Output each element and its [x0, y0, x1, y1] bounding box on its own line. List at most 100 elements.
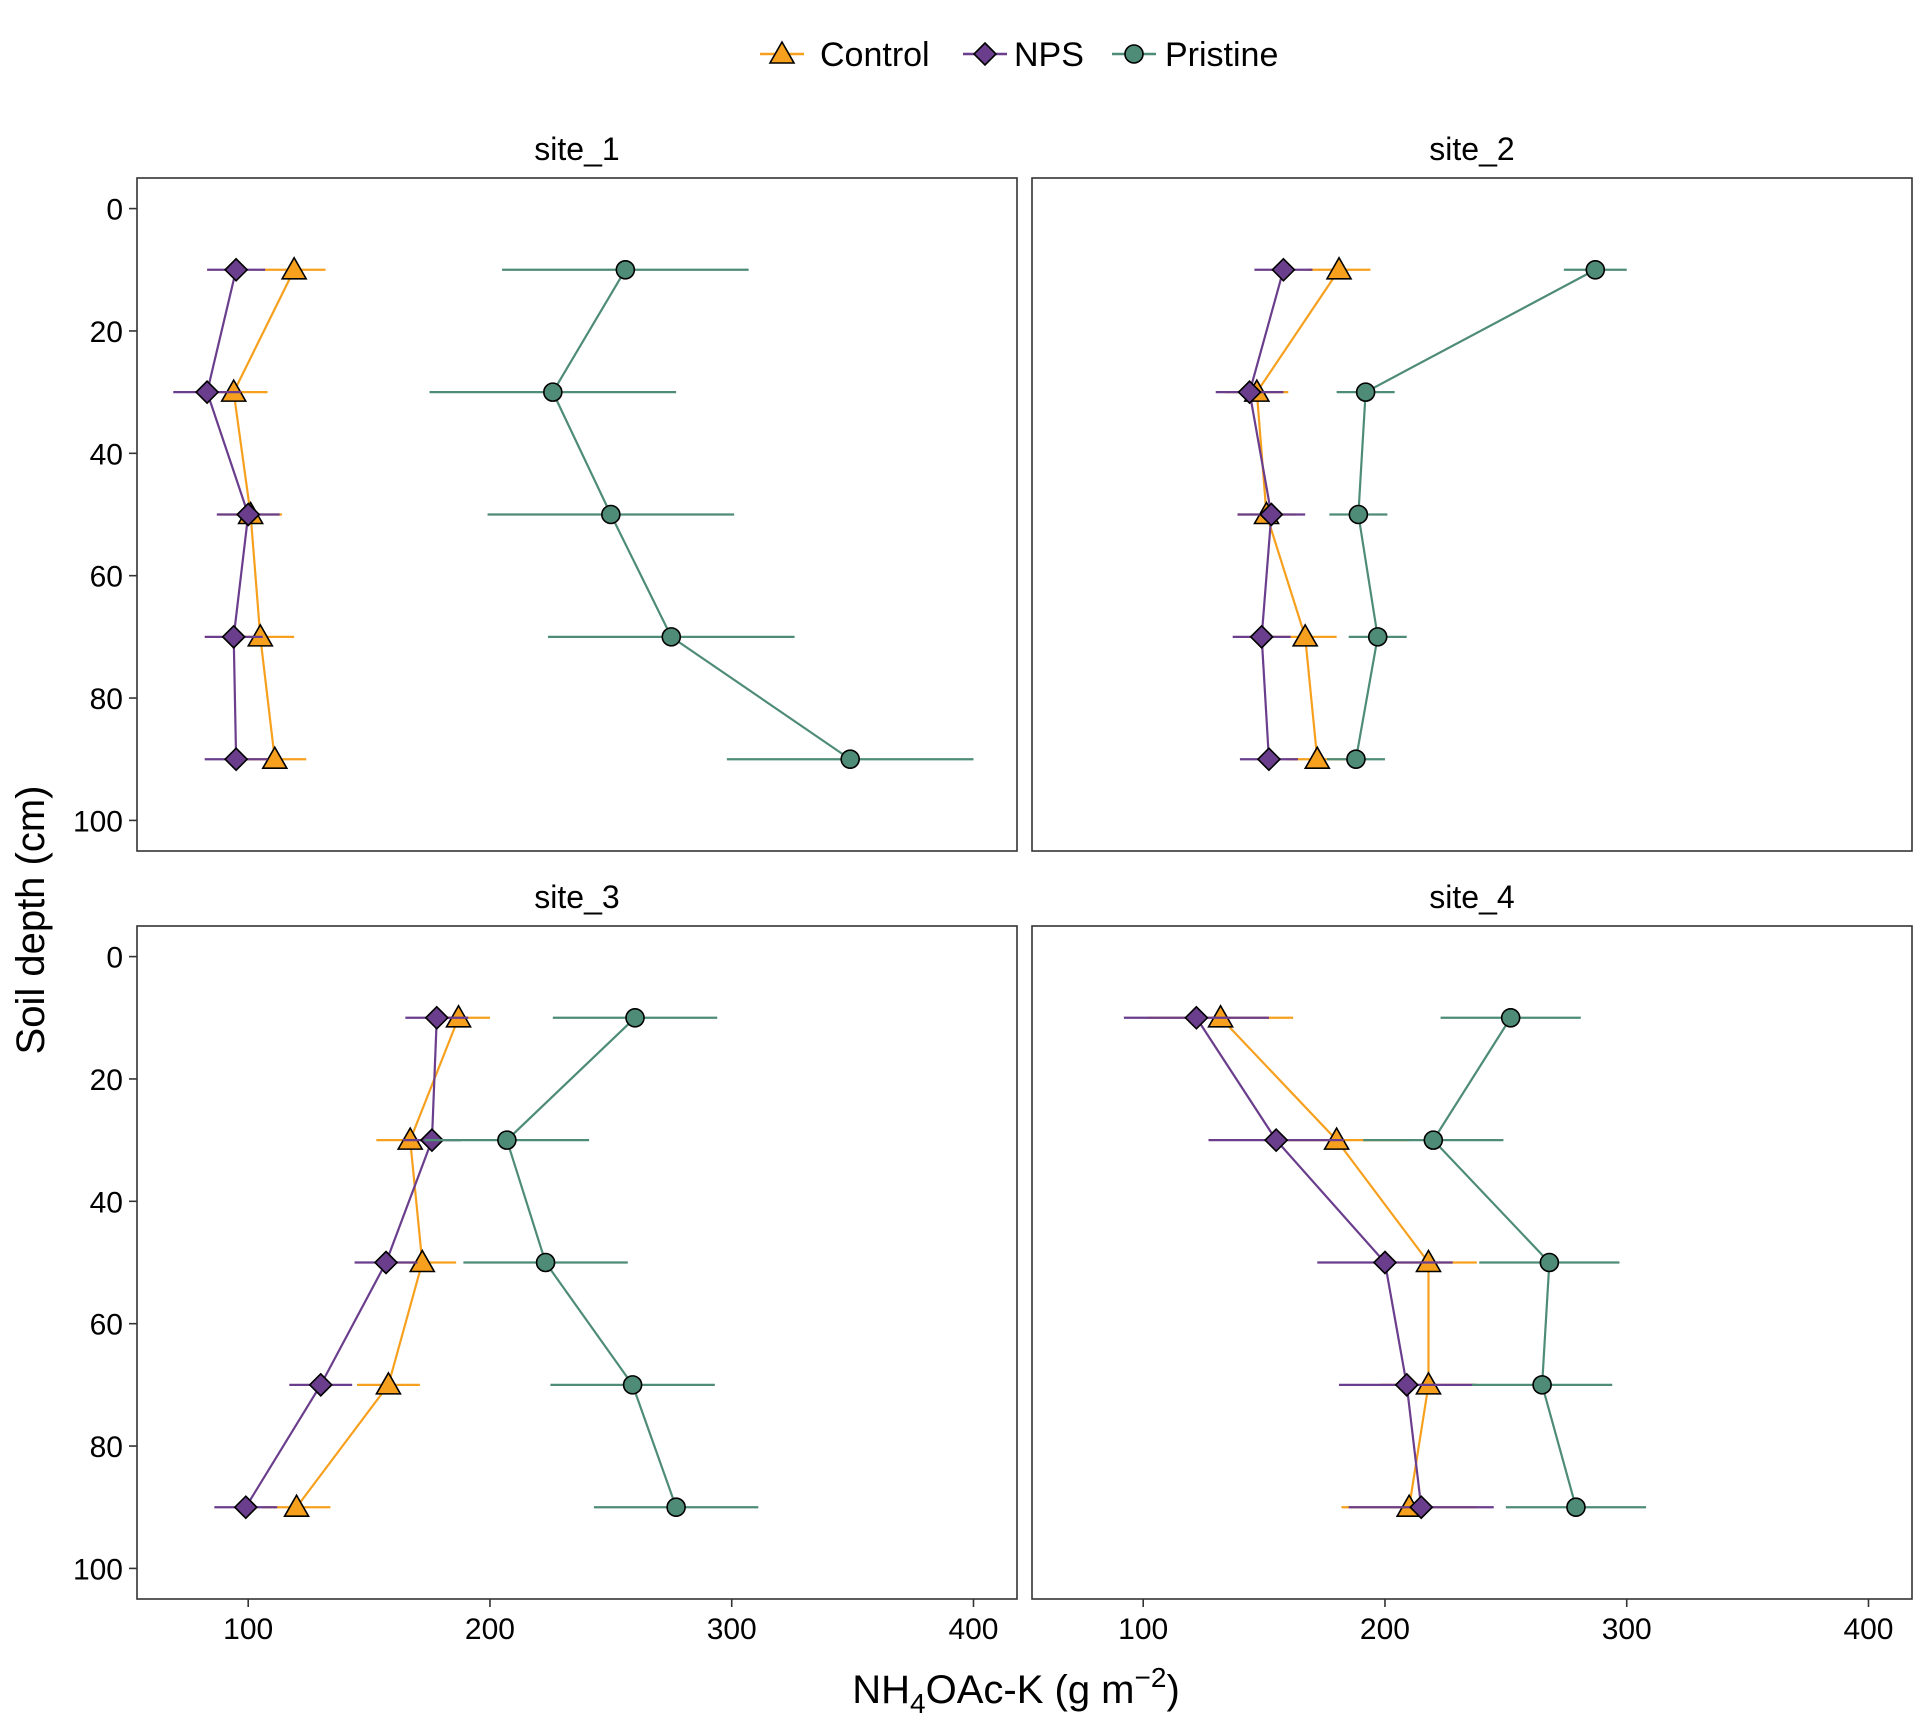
- y-tick-label-site-1-80: 80: [90, 683, 123, 716]
- y-tick-label-site-1-0: 0: [106, 194, 123, 227]
- point-site-2-control-90: [1303, 745, 1331, 770]
- point-site-2-pristine-10: [1585, 259, 1606, 280]
- point-site-1-nps-90: [223, 747, 249, 772]
- point-site-3-control-50: [408, 1248, 436, 1273]
- point-site-4-nps-50: [1372, 1250, 1398, 1275]
- point-site-1-pristine-70: [661, 627, 682, 647]
- point-site-2-pristine-90: [1346, 749, 1366, 770]
- legend-item-control: Control: [760, 36, 930, 74]
- point-site-4-nps-90: [1409, 1495, 1434, 1520]
- point-site-1-nps-10: [223, 257, 249, 282]
- point-site-3-control-70: [375, 1371, 402, 1395]
- panel-title-site-2: site_2: [1429, 131, 1514, 167]
- series-site-1-nps: [173, 257, 280, 772]
- point-site-1-nps-30: [194, 380, 220, 405]
- x-tick-label-site-3-100: 100: [223, 1613, 273, 1646]
- y-tick-label-site-3-100: 100: [73, 1553, 123, 1586]
- point-site-1-control-10: [280, 256, 308, 280]
- point-site-1-nps-50: [236, 502, 261, 527]
- point-site-2-nps-70: [1249, 624, 1274, 649]
- point-site-1-pristine-90: [840, 749, 860, 770]
- point-site-4-pristine-30: [1423, 1130, 1444, 1150]
- point-site-2-control-10: [1325, 256, 1353, 280]
- legend-marker-nps: [972, 41, 998, 67]
- point-site-4-nps-70: [1394, 1372, 1419, 1397]
- panel-site-1: site_1 0 20 40 60 80 100: [73, 131, 1018, 852]
- panel-site-2: site_2: [1031, 131, 1913, 852]
- point-site-1-pristine-10: [615, 259, 636, 280]
- x-axis-title: NH4OAc-K (g m−2): [852, 1662, 1180, 1719]
- panel-title-site-3: site_3: [534, 879, 619, 915]
- series-site-4-nps: [1123, 1005, 1494, 1520]
- x-tick-label-site-3-400: 400: [948, 1613, 998, 1646]
- panel-site-3: site_3 0 20 40 60 80 100 100 200 300 400: [73, 879, 1018, 1646]
- legend-label-control: Control: [820, 36, 930, 74]
- point-site-4-pristine-10: [1500, 1007, 1521, 1028]
- point-site-3-nps-50: [373, 1250, 399, 1275]
- legend-label-pristine: Pristine: [1165, 36, 1278, 74]
- x-tick-label-site-3-200: 200: [465, 1613, 515, 1646]
- panel-site-4: site_4 100 200 300 400: [1031, 879, 1913, 1646]
- y-tick-label-site-1-20: 20: [90, 316, 123, 349]
- y-tick-label-site-3-20: 20: [90, 1064, 123, 1097]
- panel-title-site-1: site_1: [534, 131, 619, 167]
- series-site-1-control: [199, 256, 326, 770]
- point-site-3-pristine-30: [497, 1130, 517, 1150]
- series-site-4-control: [1148, 1004, 1477, 1518]
- point-site-3-control-30: [396, 1126, 424, 1150]
- point-site-3-pristine-70: [622, 1375, 643, 1395]
- point-site-4-nps-30: [1264, 1128, 1289, 1153]
- legend-item-nps: NPS: [963, 36, 1084, 74]
- point-site-2-pristine-30: [1355, 382, 1376, 402]
- y-tick-label-site-1-60: 60: [90, 561, 123, 594]
- point-site-4-pristine-70: [1532, 1375, 1552, 1395]
- point-site-2-pristine-50: [1348, 504, 1369, 525]
- panel-frame-site-4: [1031, 925, 1913, 1600]
- point-site-1-nps-70: [221, 624, 246, 649]
- point-site-2-nps-30: [1237, 380, 1262, 405]
- point-site-3-pristine-90: [666, 1497, 686, 1518]
- y-tick-label-site-3-80: 80: [90, 1431, 123, 1464]
- y-tick-label-site-1-100: 100: [73, 805, 123, 838]
- x-tick-label-site-4-300: 300: [1602, 1613, 1652, 1646]
- point-site-4-nps-10: [1184, 1005, 1209, 1030]
- legend-marker-control: [768, 40, 796, 64]
- point-site-4-control-50: [1415, 1248, 1442, 1273]
- y-tick-label-site-3-0: 0: [106, 942, 123, 975]
- panel-frame-site-2: [1031, 177, 1913, 852]
- series-site-2-nps: [1215, 257, 1313, 772]
- panels: site_1 0 20 40 60 80 100 site_2 site_3 0 20 40 60 80 1…: [73, 131, 1913, 1646]
- y-axis-title: Soil depth (cm): [9, 786, 53, 1055]
- point-site-3-control-10: [445, 1004, 472, 1028]
- point-site-1-pristine-50: [601, 504, 621, 525]
- x-tick-label-site-3-300: 300: [707, 1613, 757, 1646]
- point-site-2-pristine-70: [1367, 627, 1388, 647]
- legend-marker-pristine: [1124, 44, 1144, 64]
- legend: Control NPS Pristine: [760, 36, 1278, 74]
- point-site-4-control-70: [1415, 1371, 1442, 1395]
- point-site-3-nps-10: [424, 1005, 449, 1030]
- point-site-3-control-90: [283, 1493, 310, 1518]
- point-site-1-control-30: [220, 378, 248, 402]
- series-site-1-pristine: [429, 259, 974, 770]
- panel-frame-site-1: [136, 177, 1018, 852]
- point-site-2-control-70: [1291, 623, 1319, 647]
- point-site-1-pristine-30: [543, 382, 563, 402]
- series-line-site-2-pristine: [1354, 268, 1596, 760]
- point-site-2-nps-50: [1259, 502, 1284, 527]
- x-tick-label-site-4-200: 200: [1360, 1613, 1410, 1646]
- point-site-2-nps-10: [1271, 257, 1296, 282]
- point-site-3-nps-90: [233, 1495, 258, 1520]
- legend-item-pristine: Pristine: [1112, 36, 1278, 74]
- point-site-3-nps-70: [308, 1372, 333, 1397]
- point-site-4-control-10: [1207, 1004, 1234, 1028]
- y-tick-label-site-3-40: 40: [90, 1186, 123, 1219]
- panel-frame-site-3: [136, 925, 1018, 1600]
- y-tick-label-site-3-60: 60: [90, 1309, 123, 1342]
- x-tick-label-site-4-100: 100: [1118, 1613, 1168, 1646]
- series-site-3-pristine: [424, 1007, 759, 1518]
- panel-title-site-4: site_4: [1429, 879, 1514, 915]
- x-tick-label-site-4-400: 400: [1843, 1613, 1893, 1646]
- point-site-3-pristine-50: [535, 1252, 556, 1273]
